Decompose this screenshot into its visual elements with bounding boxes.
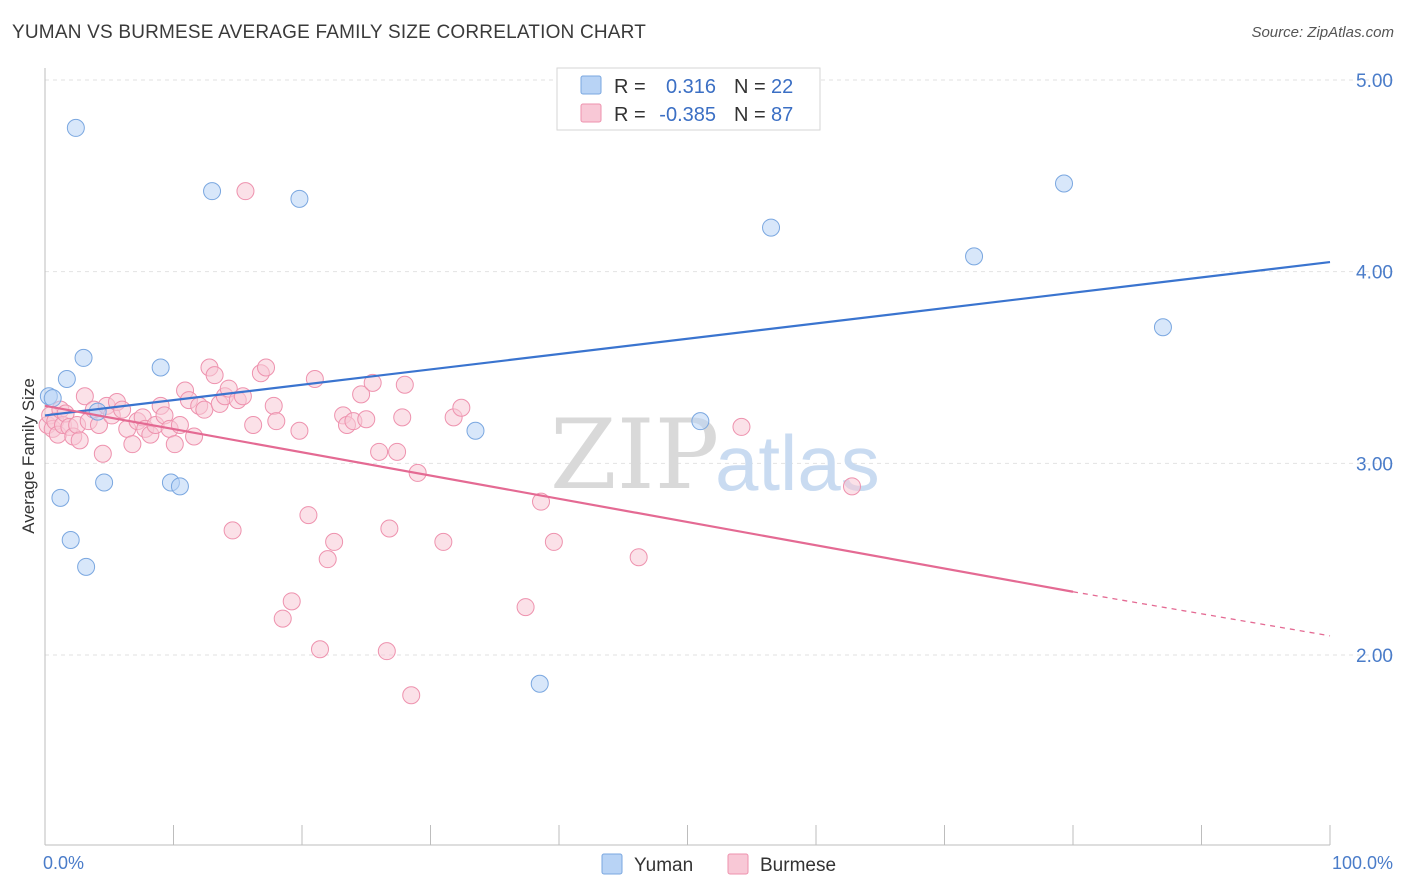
burmese-point <box>123 435 142 454</box>
burmese-point <box>434 532 453 551</box>
legend-yuman-swatch <box>601 853 623 875</box>
burmese-point <box>195 400 214 419</box>
yuman-point <box>530 674 549 693</box>
burmese-point <box>842 477 861 496</box>
y-tick-label: 3.00 <box>1356 454 1393 475</box>
burmese-point <box>732 417 751 436</box>
yuman-r-value: 0.316 <box>666 76 716 98</box>
burmese-point <box>363 373 382 392</box>
burmese-point <box>310 640 329 659</box>
yuman-point <box>290 189 309 208</box>
burmese-point <box>393 408 412 427</box>
burmese-point <box>75 387 94 406</box>
burmese-point <box>70 431 89 450</box>
yuman-n-label: N = <box>734 76 766 98</box>
burmese-point <box>380 519 399 538</box>
yuman-r-label: R = <box>614 76 646 98</box>
watermark: ZIP atlas <box>550 399 880 511</box>
yuman-point <box>151 358 170 377</box>
burmese-point <box>629 548 648 567</box>
yuman-point <box>77 557 96 576</box>
yuman-n-value: 22 <box>771 76 793 98</box>
burmese-point <box>352 385 371 404</box>
series-legend: Yuman Burmese <box>601 853 836 876</box>
yuman-point <box>762 218 781 237</box>
burmese-point <box>267 412 286 431</box>
burmese-trend-extension <box>1072 591 1331 637</box>
yuman-point <box>691 412 710 431</box>
yuman-point <box>466 421 485 440</box>
burmese-trend-line <box>44 404 1074 593</box>
burmese-point <box>516 598 535 617</box>
burmese-point <box>370 442 389 461</box>
legend-burmese-swatch <box>727 853 749 875</box>
burmese-point <box>402 686 421 705</box>
burmese-point <box>257 358 276 377</box>
yuman-point <box>74 348 93 367</box>
burmese-point <box>236 182 255 201</box>
burmese-point <box>223 521 242 540</box>
yuman-point <box>43 389 62 408</box>
burmese-r-value: -0.385 <box>659 104 716 126</box>
yuman-point <box>57 370 76 388</box>
yuman-point <box>203 182 222 201</box>
burmese-point <box>273 609 292 628</box>
yuman-trend-line <box>44 260 1331 417</box>
burmese-point <box>290 421 309 440</box>
yuman-point <box>66 118 85 137</box>
burmese-point <box>205 366 224 385</box>
y-tick-label: 2.00 <box>1356 646 1393 667</box>
burmese-point <box>299 506 318 525</box>
burmese-point <box>318 550 337 569</box>
y-tick-label: 4.00 <box>1356 263 1393 284</box>
burmese-n-label: N = <box>734 104 766 126</box>
yuman-point <box>170 477 189 496</box>
y-axis-label: Average Family Size <box>19 378 38 534</box>
burmese-n-value: 87 <box>771 104 793 126</box>
burmese-point <box>544 532 563 551</box>
burmese-point <box>282 592 301 611</box>
legend-yuman-label: Yuman <box>634 855 693 876</box>
yuman-point <box>965 247 984 266</box>
burmese-point <box>388 442 407 461</box>
burmese-point <box>264 396 283 415</box>
yuman-points <box>39 118 1172 693</box>
chart-title: YUMAN VS BURMESE AVERAGE FAMILY SIZE COR… <box>12 22 647 43</box>
y-tick-label: 5.00 <box>1356 71 1393 92</box>
burmese-swatch <box>580 103 602 123</box>
watermark-zip: ZIP <box>550 399 719 511</box>
yuman-point <box>61 531 80 549</box>
yuman-point <box>1153 318 1172 337</box>
trend-lines <box>44 260 1331 637</box>
stats-legend: R = 0.316 N = 22 R = -0.385 N = 87 <box>556 67 821 131</box>
burmese-point <box>244 416 263 434</box>
x-tick-label-end: 100.0% <box>1332 853 1393 873</box>
chart-source: Source: ZipAtlas.com <box>1251 24 1394 41</box>
burmese-point <box>395 375 414 394</box>
burmese-r-label: R = <box>614 104 646 126</box>
legend-burmese-label: Burmese <box>760 855 836 876</box>
burmese-point <box>325 532 344 551</box>
yuman-point <box>95 473 114 492</box>
axes-layer: 2.00 3.00 4.00 5.00 0.0% 100.0% <box>43 68 1393 873</box>
burmese-point <box>113 400 132 419</box>
grid-layer <box>45 79 1395 656</box>
burmese-point <box>357 410 376 429</box>
x-tick-label-start: 0.0% <box>43 853 84 873</box>
burmese-point <box>452 398 471 417</box>
burmese-point <box>185 427 204 446</box>
yuman-point <box>51 488 70 507</box>
burmese-point <box>165 435 184 454</box>
yuman-swatch <box>580 75 602 95</box>
burmese-point <box>377 642 396 661</box>
yuman-point <box>1055 174 1074 193</box>
burmese-point <box>93 444 112 463</box>
